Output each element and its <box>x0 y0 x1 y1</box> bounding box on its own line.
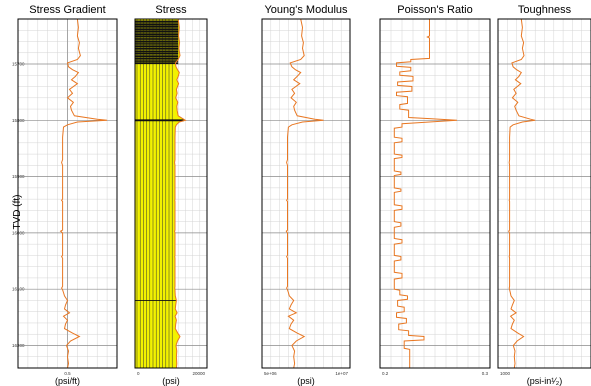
x-tick-label: 0.3 <box>482 371 489 376</box>
x-tick-label: 0.2 <box>382 371 389 376</box>
x-axis-label: (psi-in¹⁄₂) <box>527 376 563 386</box>
series-line-0-0 <box>59 18 108 369</box>
x-tick-label: 0 <box>137 371 140 376</box>
track-title: Poisson's Ratio <box>397 4 472 16</box>
track-2: Young's Modulus 5e+06 1e+07 (psi) <box>261 4 351 386</box>
x-tick-label: 0.5 <box>64 371 71 376</box>
track-title: Stress <box>155 4 187 16</box>
track-title: Young's Modulus <box>264 4 348 16</box>
series-line-3-0 <box>393 19 458 368</box>
stress-area <box>135 19 186 368</box>
track-frame <box>379 18 491 369</box>
series-line-2-0 <box>285 18 324 369</box>
x-axis-label: (psi) <box>297 376 315 386</box>
series-line-4-0 <box>508 18 536 369</box>
track-3: Poisson's Ratio 0.2 0.3 <box>379 4 491 376</box>
x-tick-label: 1000 <box>500 371 511 376</box>
track-title: Toughness <box>518 4 572 16</box>
track-4: Toughness 1000 (psi-in¹⁄₂) <box>497 4 591 386</box>
x-tick-label: 1e+07 <box>335 371 348 376</box>
x-axis-label: (psi/ft) <box>55 376 80 386</box>
x-tick-label: 5e+06 <box>264 371 277 376</box>
track-title: Stress Gradient <box>29 4 105 16</box>
x-tick-label: 20000 <box>192 371 205 376</box>
track-frame <box>134 18 208 369</box>
track-frame <box>261 18 351 369</box>
x-axis-label: (psi) <box>162 376 180 386</box>
series-line-1-0 <box>174 18 187 369</box>
track-1: Stress 0 20000 (psi) <box>134 4 208 386</box>
track-frame <box>497 18 591 369</box>
track-0: Stress Gradient 0.5(psi/ft) <box>17 4 118 386</box>
track-frame <box>17 18 118 369</box>
